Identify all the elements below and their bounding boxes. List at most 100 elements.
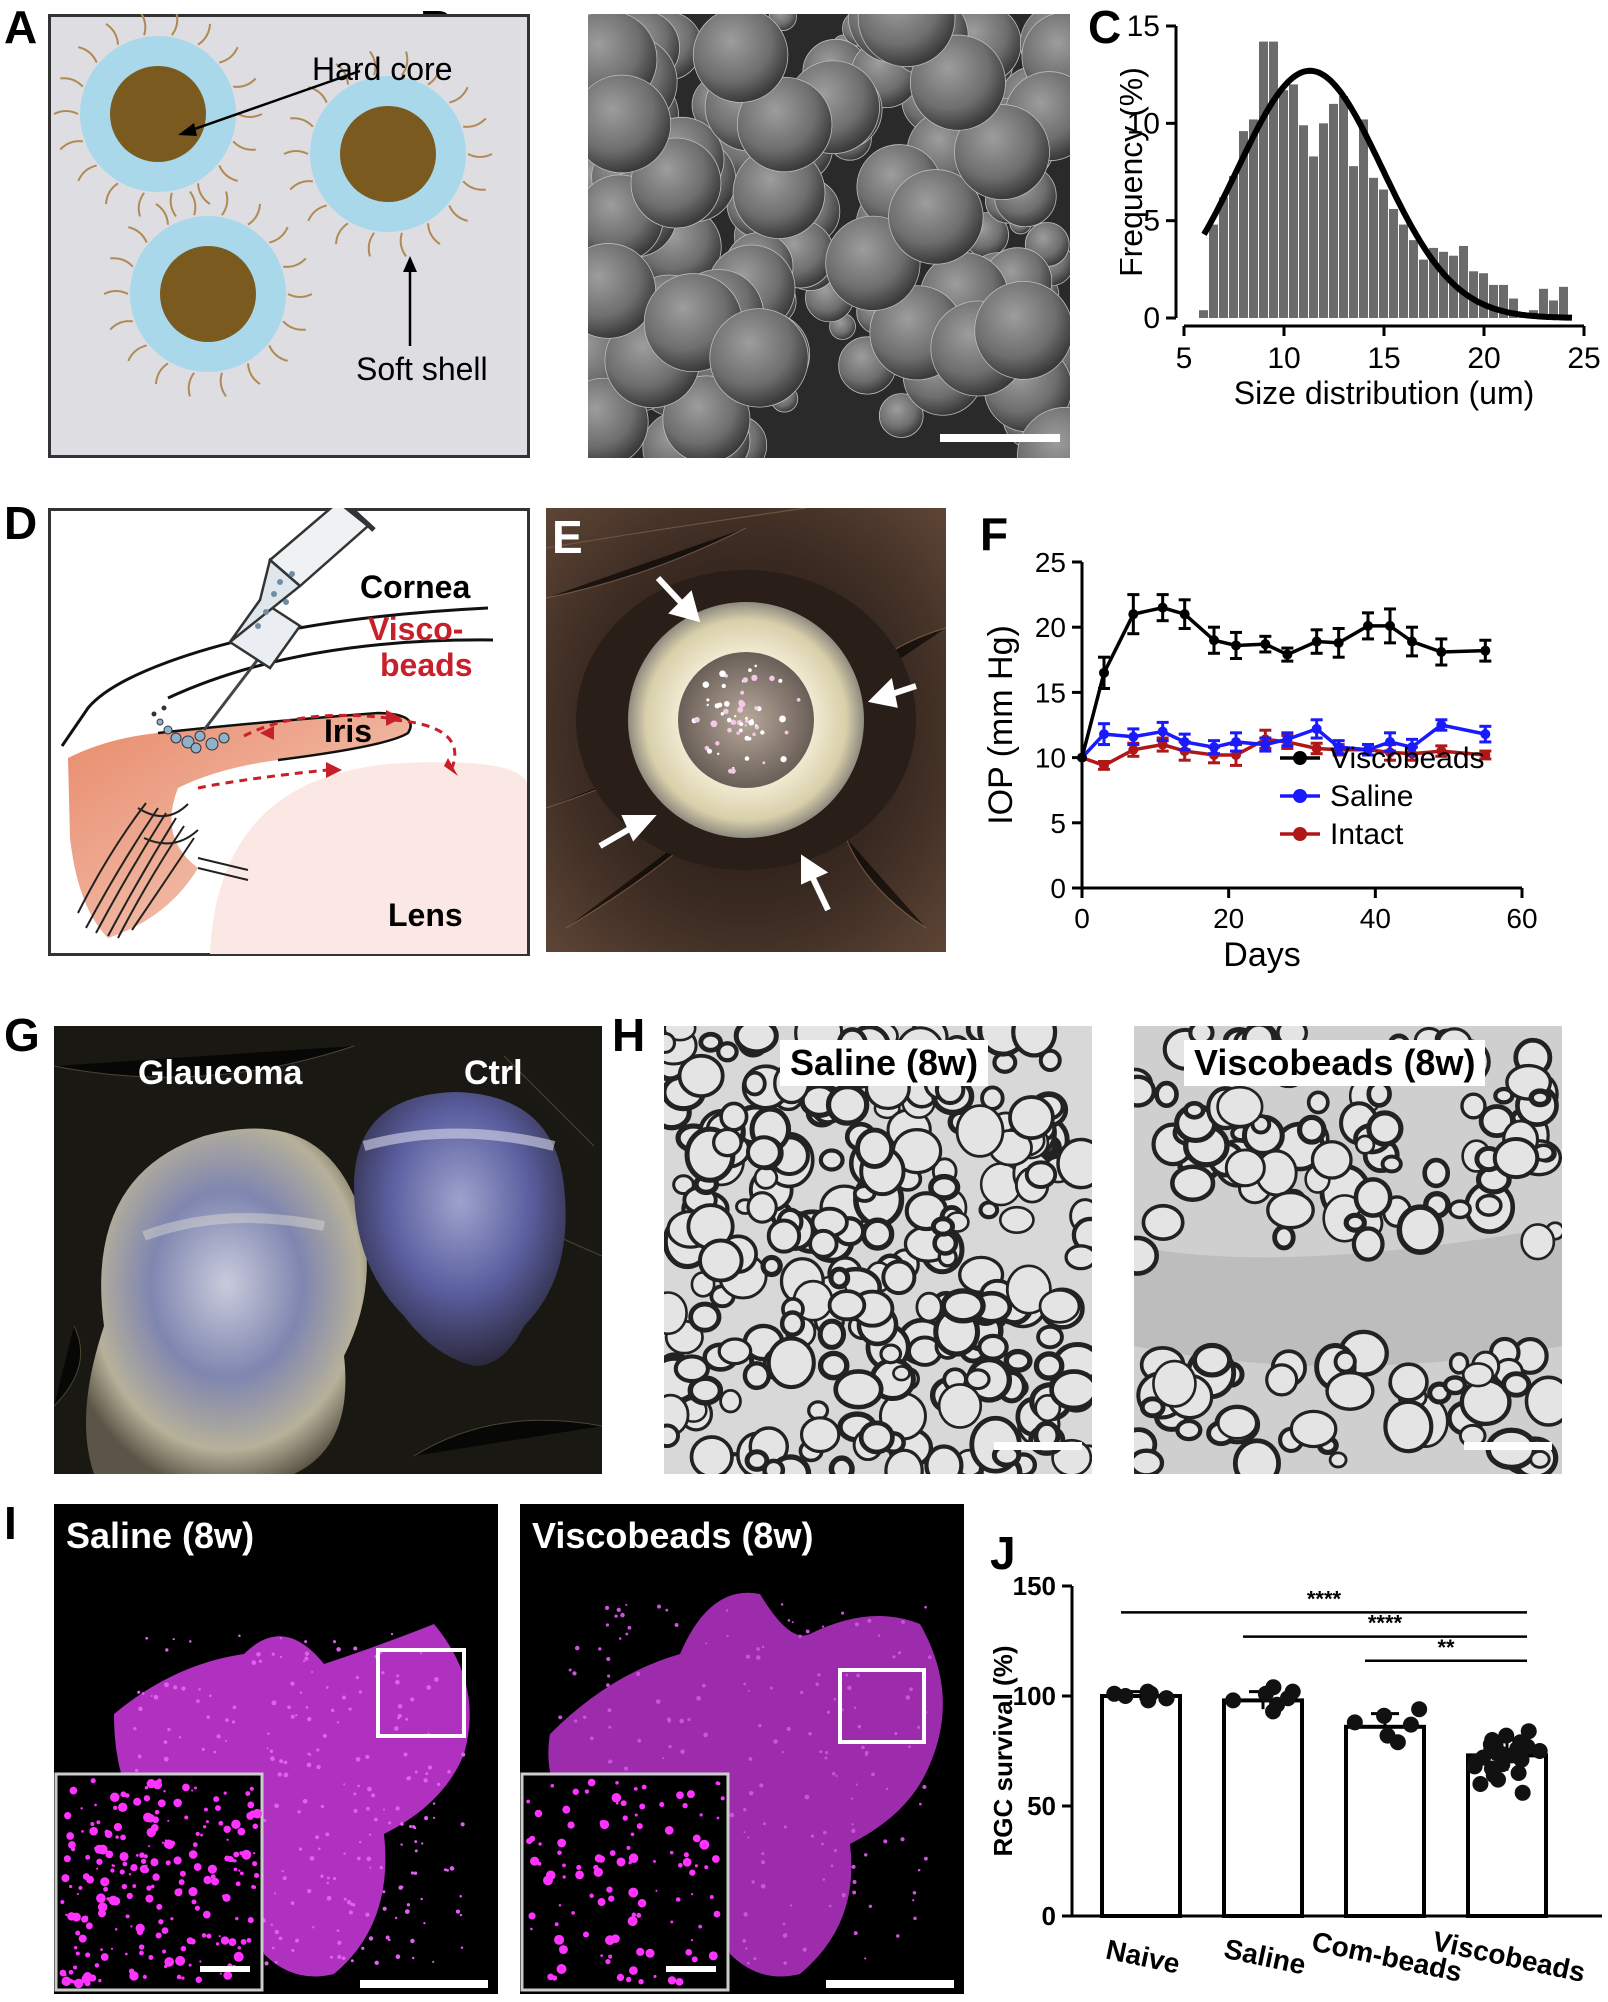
rgc-cell [680,1749,685,1754]
rgc-cell [746,1961,750,1965]
axon [1388,1362,1429,1402]
histogram-bar [1429,247,1438,318]
axon [915,1291,943,1323]
rgc-cell [851,1828,856,1833]
data-point [1311,743,1322,754]
rgc-cell [755,1655,761,1660]
rgc-cell [291,1948,295,1953]
rgc-cell [277,1772,283,1777]
axon [977,1333,1009,1361]
data-point [1363,620,1373,631]
rgc-cell [97,1902,108,1912]
axon [955,1104,1005,1158]
rgc-cell [120,1834,126,1841]
histogram-bar [1509,298,1518,318]
rgc-cell [63,1855,71,1863]
rgc-cell [203,1875,212,1885]
rgc-cell [883,1839,888,1844]
axon [1183,1100,1206,1120]
rgc-cell [571,1911,576,1915]
histogram-bar [1219,197,1228,318]
rgc-cell [691,1893,694,1896]
axon [937,1383,983,1429]
rgc-cell [419,1651,423,1655]
c-y-tick-label: 0 [1143,302,1160,335]
rgc-cell [330,1708,335,1713]
rgc-cell [528,1912,536,1920]
data-point [1128,744,1139,755]
sparkle [738,699,744,706]
rgc-cell [682,1802,688,1809]
rgc-cell [689,1869,696,1876]
rgc-cell [350,1959,354,1963]
axon [717,1337,753,1366]
rgc-cell [64,1812,72,1820]
rgc-cell [852,1879,857,1885]
axon [1216,1085,1264,1128]
rgc-cell [597,1898,606,1907]
data-point [1231,640,1241,651]
rgc-cell [231,1720,236,1724]
rgc-cell [410,1938,415,1944]
rgc-cell [572,1671,577,1676]
rgc-cell [877,1634,881,1637]
rgc-cell [71,1912,81,1922]
axon [688,1301,722,1333]
h-left-label: Saline (8w) [780,1040,989,1086]
rgc-cell [356,1856,361,1861]
data-point [1282,649,1293,660]
histogram-bar [1419,259,1428,318]
rgc-cell [404,1909,410,1914]
rgc-cell [825,1751,829,1755]
data-point [1265,1679,1282,1696]
lens-label: Lens [388,897,463,933]
rgc-cell [343,1897,347,1901]
c-y-tick-label: 15 [1127,10,1160,43]
rgc-cell [252,1861,258,1867]
rgc-cell [326,1895,332,1901]
series-line [1080,605,1486,759]
rgc-cell [100,1948,103,1952]
rgc-cell [414,1840,418,1844]
series-saline [1077,718,1492,763]
rgc-cell [133,1727,137,1731]
rgc-cell [600,1954,604,1958]
data-point [1106,1685,1123,1702]
rgc-cell [346,1899,352,1905]
rgc-cell [676,1791,684,1800]
rgc-cell [871,1772,875,1777]
rgc-cell [240,1938,247,1945]
sparkle [706,698,710,702]
rgc-cell [833,1848,838,1852]
rgc-cell [674,1622,679,1627]
f-x-tick-label: 0 [1074,903,1090,934]
axon [1492,1136,1540,1180]
rgc-cell [582,1715,587,1719]
microsphere [736,76,833,173]
axon [673,1354,710,1384]
data-point [1379,1727,1396,1744]
rgc-cell [137,1754,142,1759]
sparkle [739,722,744,727]
rgc-cell [223,1791,227,1795]
f-x-tick-label: 20 [1213,903,1244,934]
axon [1011,1026,1058,1058]
rgc-cell [84,1980,91,1987]
rgc-cell [587,1778,596,1787]
sparkle [748,668,752,673]
rgc-cell [692,1834,701,1843]
rgc-cell [638,1979,644,1985]
rgc-cell [139,1852,145,1858]
axon [1272,1224,1296,1251]
histogram-bar [1279,90,1288,319]
rgc-cell [709,1894,714,1899]
scale-bar [940,434,1060,442]
rgc-cell [841,1893,846,1898]
axon [1306,1090,1330,1115]
legend-label: Intact [1330,818,1404,851]
rgc-cell [427,1765,433,1770]
rgc-cell [804,1794,810,1800]
rgc-cell [122,1861,128,1867]
rgc-cell [853,1706,857,1710]
eyeballs-photo: Glaucoma Ctrl [54,1026,602,1474]
